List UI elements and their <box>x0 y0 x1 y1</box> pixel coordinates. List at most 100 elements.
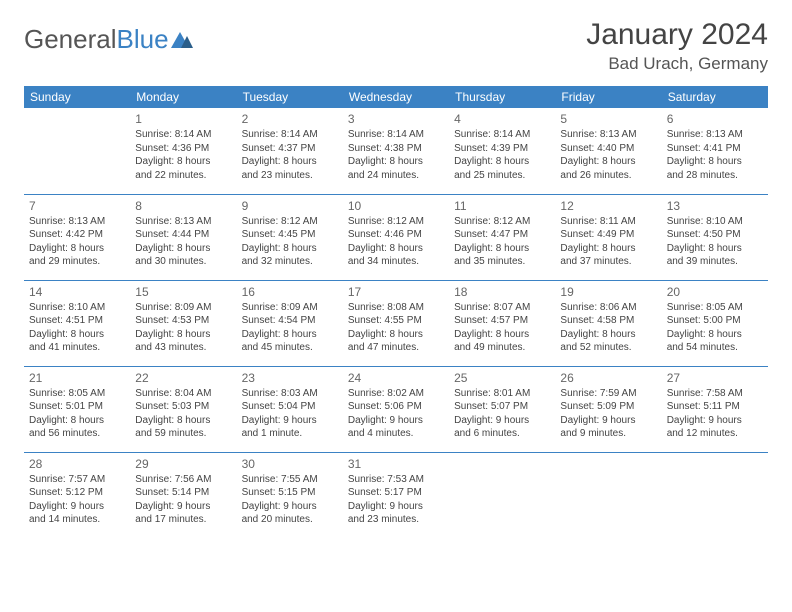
daylight-text: Daylight: 8 hours <box>560 155 656 169</box>
sunrise-text: Sunrise: 8:07 AM <box>454 301 550 315</box>
day-number: 23 <box>242 370 338 386</box>
sunset-text: Sunset: 5:03 PM <box>135 400 231 414</box>
daylight-text: Daylight: 8 hours <box>135 328 231 342</box>
calendar-empty-cell <box>24 108 130 194</box>
sunset-text: Sunset: 4:45 PM <box>242 228 338 242</box>
sunrise-text: Sunrise: 8:02 AM <box>348 387 444 401</box>
day-number: 21 <box>29 370 125 386</box>
sunset-text: Sunset: 4:58 PM <box>560 314 656 328</box>
daylight-text: and 26 minutes. <box>560 169 656 183</box>
calendar-day-cell: 7Sunrise: 8:13 AMSunset: 4:42 PMDaylight… <box>24 194 130 280</box>
sunrise-text: Sunrise: 8:12 AM <box>454 215 550 229</box>
sunrise-text: Sunrise: 8:05 AM <box>29 387 125 401</box>
sunset-text: Sunset: 4:42 PM <box>29 228 125 242</box>
day-number: 13 <box>667 198 763 214</box>
daylight-text: Daylight: 8 hours <box>667 155 763 169</box>
daylight-text: and 45 minutes. <box>242 341 338 355</box>
calendar-day-cell: 1Sunrise: 8:14 AMSunset: 4:36 PMDaylight… <box>130 108 236 194</box>
daylight-text: and 23 minutes. <box>348 513 444 527</box>
sunrise-text: Sunrise: 7:57 AM <box>29 473 125 487</box>
day-number: 8 <box>135 198 231 214</box>
calendar-day-cell: 17Sunrise: 8:08 AMSunset: 4:55 PMDayligh… <box>343 280 449 366</box>
day-number: 14 <box>29 284 125 300</box>
triangle-icon <box>171 24 193 55</box>
daylight-text: Daylight: 8 hours <box>454 328 550 342</box>
day-number: 1 <box>135 111 231 127</box>
sunset-text: Sunset: 4:44 PM <box>135 228 231 242</box>
day-number: 3 <box>348 111 444 127</box>
daylight-text: Daylight: 8 hours <box>135 414 231 428</box>
sunrise-text: Sunrise: 7:55 AM <box>242 473 338 487</box>
day-number: 25 <box>454 370 550 386</box>
sunset-text: Sunset: 4:36 PM <box>135 142 231 156</box>
daylight-text: and 22 minutes. <box>135 169 231 183</box>
day-number: 12 <box>560 198 656 214</box>
day-number: 5 <box>560 111 656 127</box>
sunset-text: Sunset: 4:55 PM <box>348 314 444 328</box>
sunrise-text: Sunrise: 8:10 AM <box>667 215 763 229</box>
sunset-text: Sunset: 5:09 PM <box>560 400 656 414</box>
weekday-header: Monday <box>130 86 236 108</box>
day-number: 28 <box>29 456 125 472</box>
sunset-text: Sunset: 5:01 PM <box>29 400 125 414</box>
sunset-text: Sunset: 5:11 PM <box>667 400 763 414</box>
calendar-day-cell: 31Sunrise: 7:53 AMSunset: 5:17 PMDayligh… <box>343 452 449 538</box>
daylight-text: and 37 minutes. <box>560 255 656 269</box>
daylight-text: Daylight: 8 hours <box>454 155 550 169</box>
calendar-day-cell: 6Sunrise: 8:13 AMSunset: 4:41 PMDaylight… <box>662 108 768 194</box>
weekday-header: Saturday <box>662 86 768 108</box>
daylight-text: Daylight: 8 hours <box>348 242 444 256</box>
calendar-week-row: 7Sunrise: 8:13 AMSunset: 4:42 PMDaylight… <box>24 194 768 280</box>
daylight-text: Daylight: 8 hours <box>135 242 231 256</box>
calendar-day-cell: 18Sunrise: 8:07 AMSunset: 4:57 PMDayligh… <box>449 280 555 366</box>
calendar-day-cell: 4Sunrise: 8:14 AMSunset: 4:39 PMDaylight… <box>449 108 555 194</box>
day-number: 11 <box>454 198 550 214</box>
sunset-text: Sunset: 4:54 PM <box>242 314 338 328</box>
sunset-text: Sunset: 4:46 PM <box>348 228 444 242</box>
header: GeneralBlue January 2024 Bad Urach, Germ… <box>24 18 768 74</box>
sunrise-text: Sunrise: 8:04 AM <box>135 387 231 401</box>
day-number: 26 <box>560 370 656 386</box>
daylight-text: Daylight: 8 hours <box>29 242 125 256</box>
day-number: 7 <box>29 198 125 214</box>
sunrise-text: Sunrise: 8:13 AM <box>667 128 763 142</box>
calendar-body: 1 Sunrise: 8:14 AM Sunset: 4:36 PM Daylight… <box>24 108 768 538</box>
day-number: 15 <box>135 284 231 300</box>
daylight-text: Daylight: 8 hours <box>29 414 125 428</box>
daylight-text: and 54 minutes. <box>667 341 763 355</box>
daylight-text: and 52 minutes. <box>560 341 656 355</box>
calendar-head: SundayMondayTuesdayWednesdayThursdayFrid… <box>24 86 768 108</box>
daylight-text: and 39 minutes. <box>667 255 763 269</box>
daylight-text: Daylight: 9 hours <box>135 500 231 514</box>
daylight-text: Daylight: 8 hours <box>242 242 338 256</box>
location: Bad Urach, Germany <box>586 54 768 74</box>
calendar-week-row: 21Sunrise: 8:05 AMSunset: 5:01 PMDayligh… <box>24 366 768 452</box>
sunset-text: Sunset: 4:50 PM <box>667 228 763 242</box>
calendar-day-cell: 3Sunrise: 8:14 AMSunset: 4:38 PMDaylight… <box>343 108 449 194</box>
daylight-text: Daylight: 9 hours <box>667 414 763 428</box>
daylight-text: and 49 minutes. <box>454 341 550 355</box>
calendar-day-cell: 21Sunrise: 8:05 AMSunset: 5:01 PMDayligh… <box>24 366 130 452</box>
sunrise-text: Sunrise: 8:14 AM <box>454 128 550 142</box>
sunrise-text: Sunrise: 8:14 AM <box>242 128 338 142</box>
calendar-day-cell: 26Sunrise: 7:59 AMSunset: 5:09 PMDayligh… <box>555 366 661 452</box>
daylight-text: and 25 minutes. <box>454 169 550 183</box>
daylight-text: and 1 minute. <box>242 427 338 441</box>
sunset-text: Sunset: 5:15 PM <box>242 486 338 500</box>
daylight-text: and 6 minutes. <box>454 427 550 441</box>
day-number: 18 <box>454 284 550 300</box>
weekday-header: Thursday <box>449 86 555 108</box>
daylight-text: and 20 minutes. <box>242 513 338 527</box>
calendar-week-row: 14Sunrise: 8:10 AMSunset: 4:51 PMDayligh… <box>24 280 768 366</box>
day-number: 2 <box>242 111 338 127</box>
sunset-text: Sunset: 5:00 PM <box>667 314 763 328</box>
daylight-text: Daylight: 8 hours <box>667 242 763 256</box>
daylight-text: and 47 minutes. <box>348 341 444 355</box>
sunset-text: Sunset: 4:51 PM <box>29 314 125 328</box>
daylight-text: and 59 minutes. <box>135 427 231 441</box>
calendar-day-cell: 5Sunrise: 8:13 AMSunset: 4:40 PMDaylight… <box>555 108 661 194</box>
day-number: 4 <box>454 111 550 127</box>
day-number: 9 <box>242 198 338 214</box>
sunrise-text: Sunrise: 8:09 AM <box>135 301 231 315</box>
logo: GeneralBlue <box>24 18 193 55</box>
